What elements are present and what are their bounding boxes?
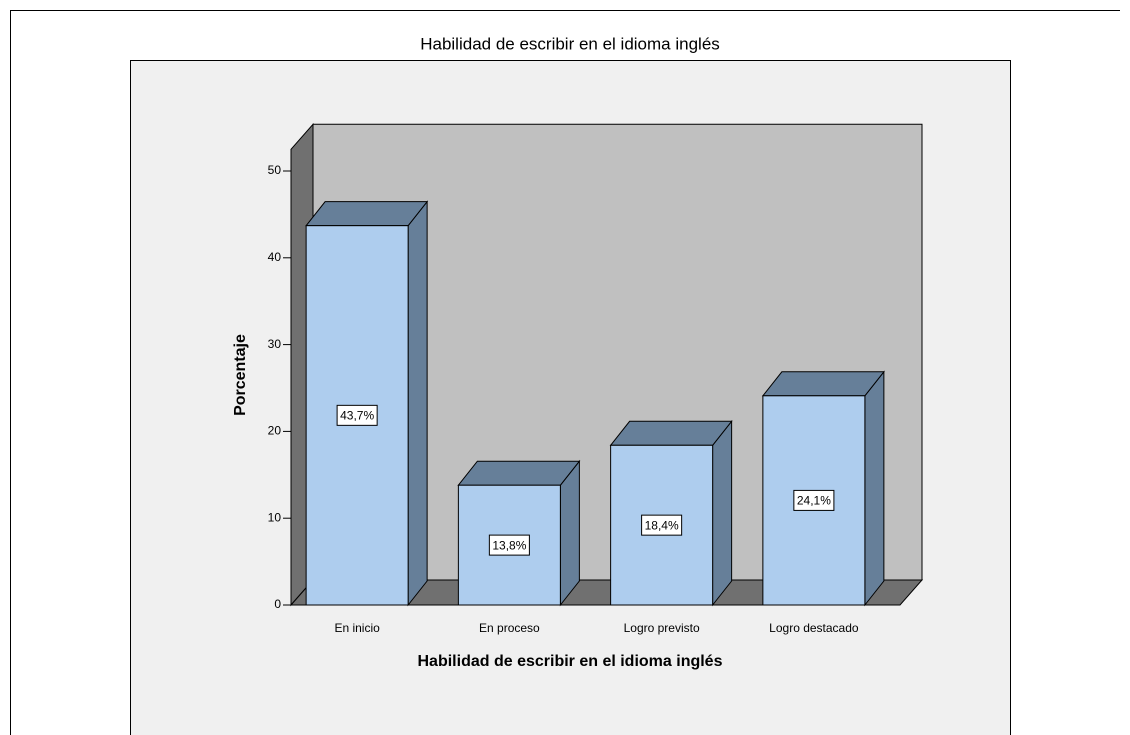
value-label-box <box>336 404 378 426</box>
value-label-box <box>488 534 530 556</box>
bar-side <box>559 459 580 607</box>
bar-top <box>305 201 429 227</box>
x-tick-label: Logro previsto <box>624 621 700 635</box>
y-tick-label: 0 <box>274 597 281 611</box>
y-axis-title: Porcentaje <box>232 334 249 416</box>
y-tick-label: 50 <box>268 163 282 177</box>
x-tick-label: En proceso <box>479 621 540 635</box>
x-tick-label: En inicio <box>334 621 380 635</box>
bar-top <box>609 420 733 446</box>
value-label-box <box>641 514 683 536</box>
x-tick-label: Logro destacado <box>769 621 859 635</box>
value-label: 13,8% <box>492 538 526 552</box>
value-label: 43,7% <box>340 409 374 423</box>
x-axis-title: Habilidad de escribir en el idioma inglé… <box>418 653 723 670</box>
chart-title: Habilidad de escribir en el idioma inglé… <box>420 34 720 53</box>
y-tick-label: 30 <box>268 337 282 351</box>
value-label: 24,1% <box>797 494 831 508</box>
bar-top <box>761 371 885 397</box>
bar-top <box>457 460 581 486</box>
bar-side <box>712 419 733 607</box>
value-label: 18,4% <box>645 518 679 532</box>
value-label-box <box>793 489 835 511</box>
frame <box>10 10 1120 735</box>
y-tick-label: 20 <box>268 424 282 438</box>
y-tick-label: 40 <box>268 250 282 264</box>
bar-side <box>864 370 885 607</box>
bar-side <box>407 200 428 607</box>
y-tick-label: 10 <box>268 510 282 524</box>
